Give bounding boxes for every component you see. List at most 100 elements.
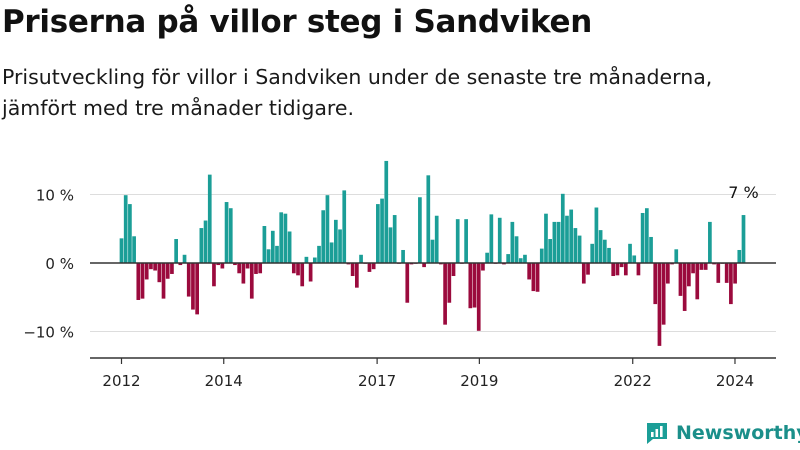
- bar: [476, 263, 481, 331]
- bar: [632, 255, 637, 263]
- bar: [464, 219, 468, 263]
- bar: [195, 263, 199, 315]
- bar: [443, 263, 447, 325]
- bar: [228, 208, 233, 263]
- bar: [165, 263, 170, 279]
- bar: [489, 214, 494, 263]
- chart-subtitle: Prisutveckling för villor i Sandviken un…: [2, 65, 713, 120]
- bar: [535, 263, 540, 292]
- bar: [174, 239, 178, 263]
- x-tick-label: 2012: [102, 372, 140, 390]
- bar: [485, 252, 489, 263]
- bar: [350, 263, 355, 277]
- y-tick-label: 10 %: [36, 187, 74, 205]
- bar: [321, 210, 326, 263]
- bar: [523, 254, 527, 263]
- bar: [304, 256, 309, 263]
- bar: [619, 263, 624, 268]
- bar: [691, 263, 695, 274]
- bar: [741, 215, 746, 263]
- bar: [149, 263, 153, 270]
- bar: [729, 263, 733, 305]
- bar: [161, 263, 166, 299]
- bar: [615, 263, 620, 276]
- bar: [682, 263, 687, 311]
- bar: [392, 215, 397, 263]
- bar: [455, 219, 460, 263]
- bar: [636, 263, 641, 276]
- bar: [233, 263, 237, 266]
- bar: [447, 263, 452, 303]
- bar: [653, 263, 658, 305]
- bar: [245, 263, 250, 269]
- bar: [418, 197, 422, 263]
- bar: [359, 254, 363, 263]
- bar: [308, 263, 313, 282]
- bar: [157, 263, 162, 283]
- bar: [544, 213, 548, 263]
- bar: [266, 249, 271, 263]
- bar: [699, 263, 704, 270]
- bar: [628, 243, 632, 263]
- bar: [510, 221, 515, 263]
- bar: [254, 263, 258, 274]
- bar: [434, 215, 439, 263]
- bar: [401, 249, 405, 263]
- bar: [598, 230, 603, 263]
- bar: [325, 195, 330, 263]
- bar: [573, 228, 578, 263]
- bar: [565, 215, 569, 263]
- bar: [657, 263, 662, 346]
- x-axis: [90, 262, 776, 364]
- bar: [623, 263, 628, 276]
- bar: [422, 263, 426, 268]
- bar: [581, 263, 586, 284]
- bar: [371, 263, 376, 270]
- bar: [312, 257, 317, 263]
- bar: [203, 220, 208, 263]
- bar: [577, 235, 582, 263]
- bar: [674, 249, 679, 263]
- bar: [716, 263, 721, 283]
- bar: [703, 263, 708, 270]
- bar: [275, 245, 279, 263]
- bar: [737, 249, 742, 263]
- bar: [497, 217, 502, 263]
- brand-name: Newsworthy: [676, 422, 800, 444]
- bar: [552, 221, 557, 263]
- bar: [199, 228, 204, 263]
- bar: [140, 263, 145, 299]
- bar: [186, 263, 191, 297]
- bar: [237, 263, 242, 274]
- bar: [594, 207, 599, 263]
- x-tick-label: 2019: [460, 372, 498, 390]
- bar: [376, 204, 380, 263]
- x-tick-label: 2017: [358, 372, 396, 390]
- bar: [506, 254, 510, 263]
- bar: [296, 263, 300, 276]
- bar: [128, 204, 132, 263]
- bar: [426, 175, 431, 263]
- bar: [724, 263, 729, 283]
- bar: [560, 193, 565, 263]
- bar: [338, 229, 342, 263]
- newsworthy-logo-icon: [647, 423, 667, 444]
- bar: [611, 263, 616, 277]
- bar: [333, 219, 338, 263]
- bar: [283, 213, 288, 263]
- bar: [342, 190, 347, 263]
- bar: [518, 258, 523, 263]
- brand-logo[interactable]: Newsworthy: [644, 420, 800, 446]
- bar: [153, 263, 157, 271]
- bar: [136, 263, 141, 300]
- bar: [355, 263, 359, 288]
- x-tick-label: 2014: [205, 372, 243, 390]
- bar: [270, 230, 275, 263]
- bar: [602, 239, 607, 263]
- bar: [287, 231, 292, 263]
- bar: [279, 212, 284, 263]
- bar: [249, 263, 254, 299]
- bar: [556, 221, 561, 263]
- bar: [539, 248, 544, 263]
